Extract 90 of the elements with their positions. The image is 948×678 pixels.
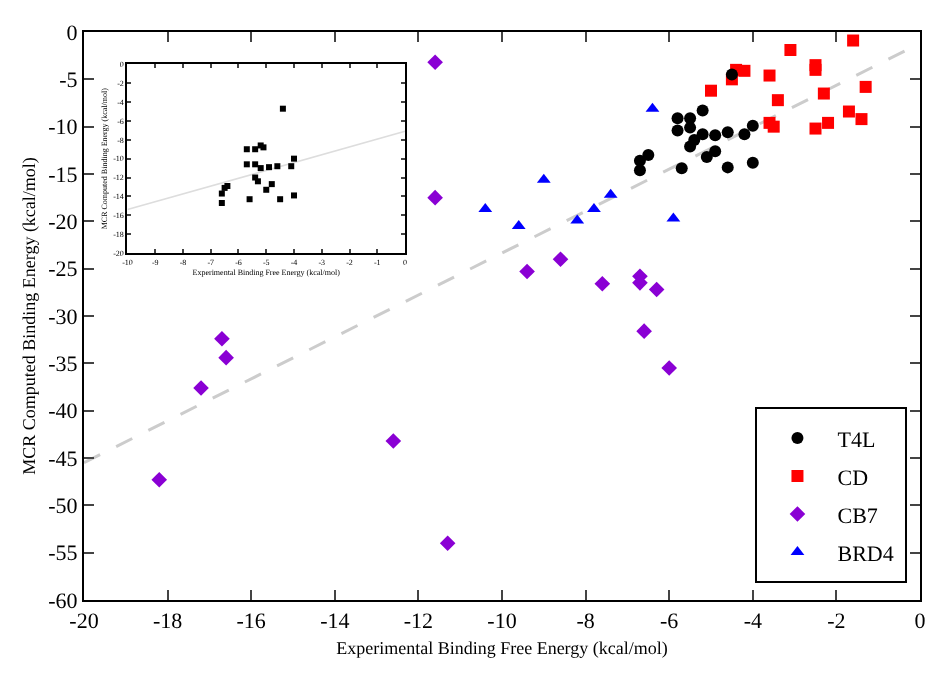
y-tick-label: -55 [48, 542, 79, 567]
point [636, 323, 652, 339]
point [427, 189, 443, 206]
point [642, 149, 655, 162]
y-tick-label: -5 [59, 69, 79, 94]
point [738, 64, 751, 77]
point [784, 43, 797, 56]
x-tick-label: -8 [576, 610, 596, 635]
point [671, 124, 684, 137]
point [763, 69, 776, 82]
point [817, 87, 830, 100]
point [771, 94, 784, 107]
x-tick-label: -10 [487, 610, 518, 635]
y-tick-label: -60 [48, 589, 79, 614]
point [859, 80, 872, 93]
point [291, 155, 298, 162]
point [252, 146, 259, 153]
point [288, 163, 295, 170]
point [218, 190, 225, 197]
point [688, 133, 701, 146]
point [291, 192, 298, 199]
x-tick-label: -18 [152, 610, 184, 635]
y-tick-label: -35 [48, 353, 79, 378]
point [746, 119, 759, 132]
point [671, 112, 684, 125]
y-tick-label: -25 [48, 258, 79, 283]
x-tick-label: 0 [914, 610, 927, 635]
point [385, 433, 402, 449]
legend-label: CD [837, 466, 869, 491]
point [648, 281, 665, 298]
point [721, 161, 734, 174]
legend-label: BRD4 [837, 542, 895, 567]
point [721, 126, 734, 139]
point [243, 161, 250, 168]
y-tick-label: -30 [48, 305, 79, 330]
point [855, 113, 868, 126]
x-tick-label: -12 [403, 610, 434, 635]
x-tick-label: -16 [236, 610, 267, 635]
point [257, 165, 264, 172]
point [279, 105, 286, 112]
point [705, 84, 717, 97]
point [661, 360, 677, 376]
legend-label: T4L [837, 428, 876, 453]
point [709, 129, 722, 142]
point [252, 161, 259, 168]
point [725, 68, 738, 81]
point [214, 330, 230, 347]
y-tick-label: -45 [48, 447, 79, 472]
point [274, 163, 281, 170]
point [427, 54, 443, 71]
x-tick-label: -14 [320, 610, 351, 635]
point [809, 122, 822, 135]
point [246, 196, 253, 203]
x-tick-label: -4 [743, 610, 763, 635]
point [218, 349, 234, 366]
point [193, 380, 209, 396]
point [594, 276, 611, 292]
point [587, 203, 601, 213]
point [277, 196, 284, 203]
point [696, 104, 709, 117]
point [842, 105, 855, 118]
point [675, 162, 688, 175]
point [439, 535, 456, 551]
point [519, 263, 535, 280]
point [746, 156, 759, 169]
point [700, 150, 713, 163]
x-axis-title: Experimental Binding Free Energy (kcal/mol) [336, 638, 668, 658]
point [151, 471, 168, 488]
x-tick-label: -6 [660, 610, 680, 635]
point [218, 199, 225, 206]
point [738, 128, 751, 141]
y-tick-label: -50 [48, 495, 79, 520]
point [847, 34, 860, 47]
y-tick-label: -20 [48, 211, 79, 236]
point [709, 145, 722, 158]
point [243, 146, 250, 153]
point [266, 164, 273, 171]
y-tick-label: 0 [66, 21, 79, 46]
y-tick-label: -40 [48, 400, 79, 425]
point [552, 251, 569, 267]
legend-label: CB7 [837, 504, 879, 529]
y-tick-label: -10 [48, 116, 79, 141]
point [822, 116, 835, 129]
y-tick-label: -15 [48, 163, 79, 188]
point [696, 128, 709, 141]
point [633, 154, 646, 167]
point [268, 181, 275, 188]
point [263, 186, 270, 193]
y-axis-title: MCR Computed Binding Energy (kcal/mol) [18, 157, 39, 475]
x-tick-label: -2 [827, 610, 846, 635]
